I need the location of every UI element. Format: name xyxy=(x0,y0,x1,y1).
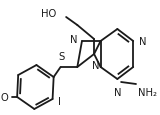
Text: N: N xyxy=(139,37,146,47)
Text: S: S xyxy=(58,52,65,61)
Text: NH₂: NH₂ xyxy=(138,87,157,97)
Text: I: I xyxy=(58,96,61,106)
Text: O: O xyxy=(0,92,8,102)
Text: N: N xyxy=(70,35,77,45)
Text: HO: HO xyxy=(41,9,56,19)
Text: N: N xyxy=(114,87,121,97)
Text: N: N xyxy=(92,60,100,70)
